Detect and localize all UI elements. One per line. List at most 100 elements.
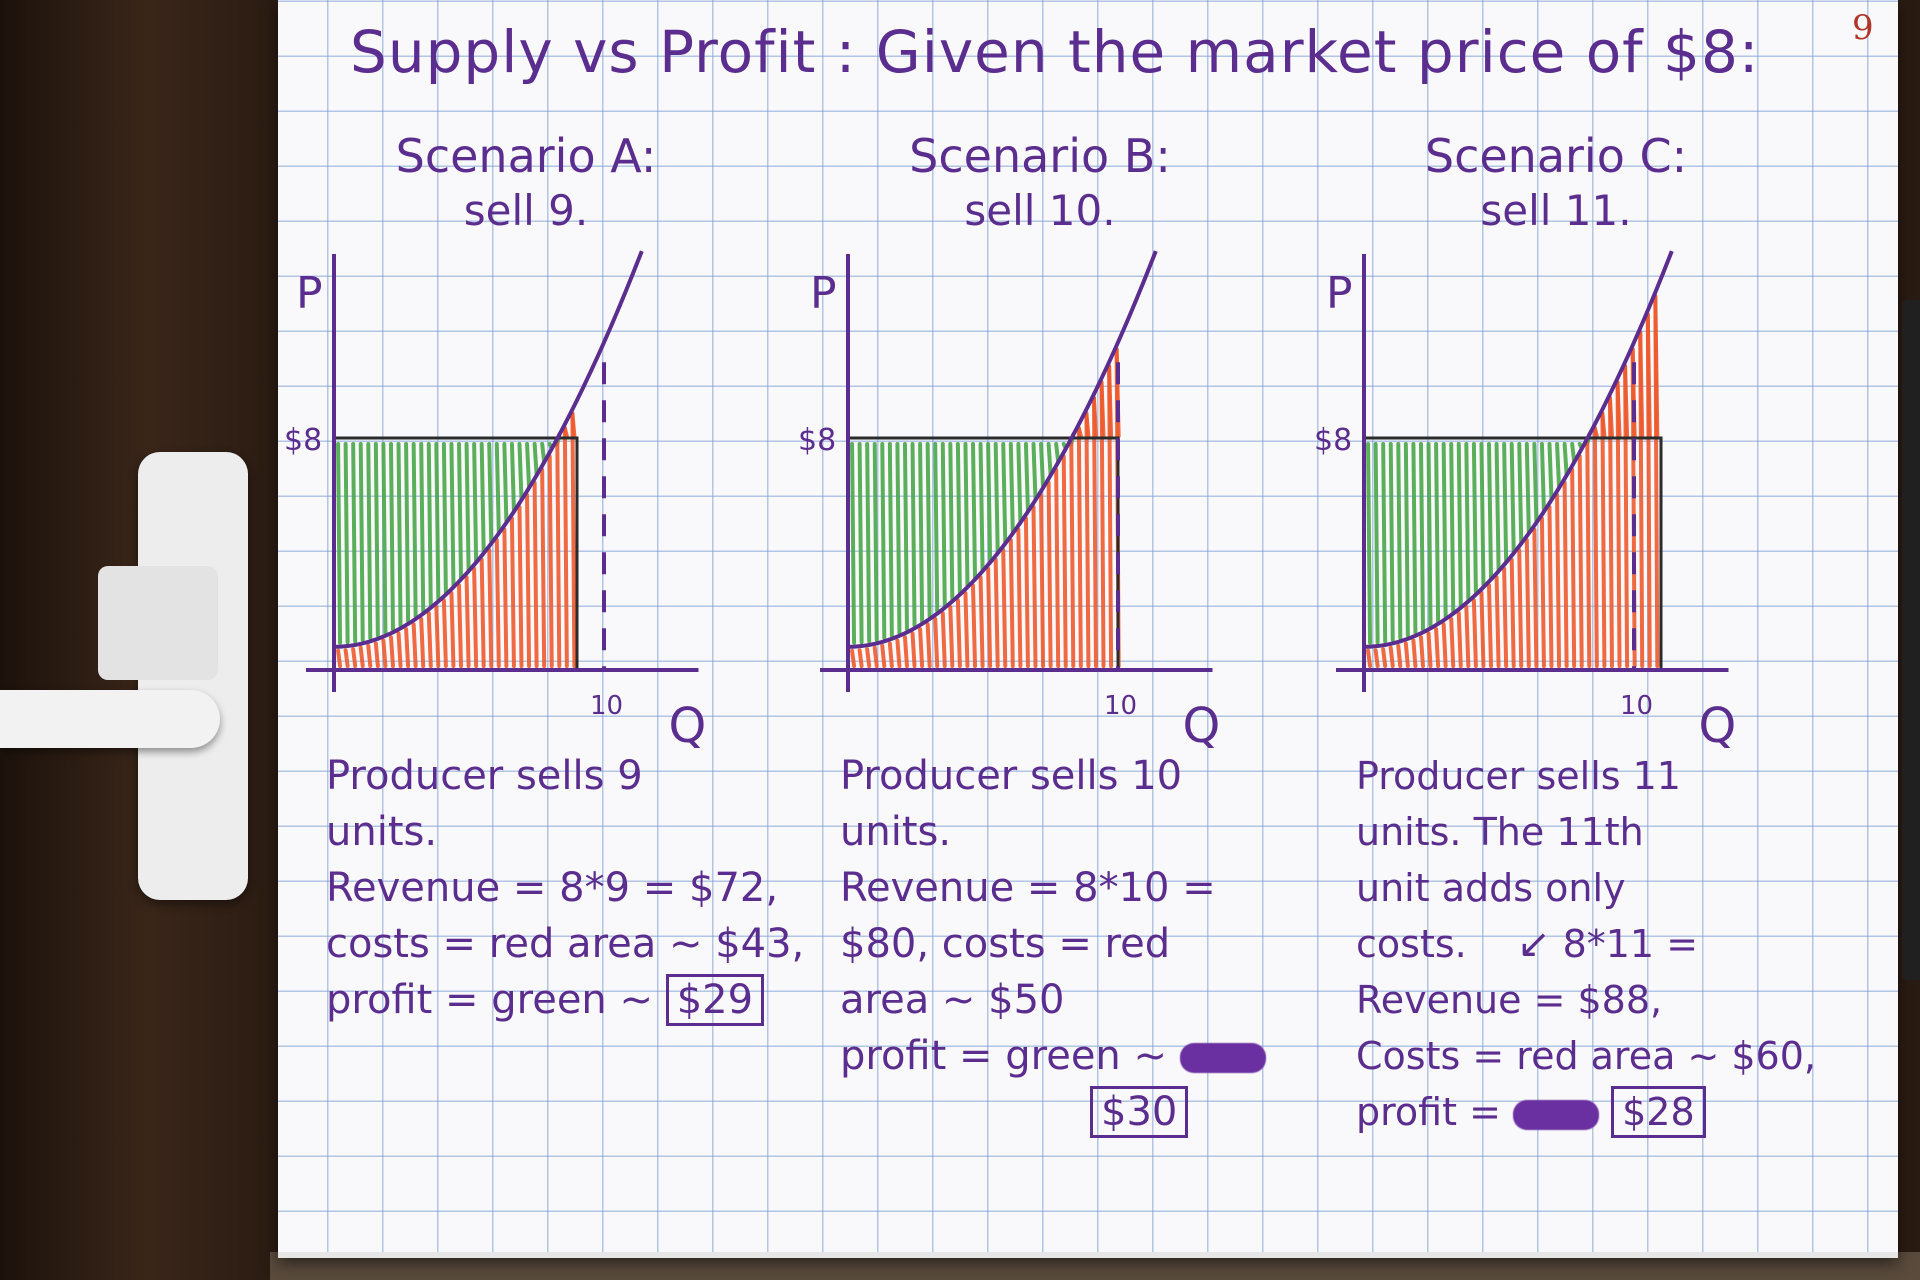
cost-hatch — [1517, 548, 1524, 668]
cost-hatch — [494, 538, 501, 668]
cost-hatch — [1046, 480, 1053, 668]
profit-hatch — [1524, 442, 1531, 535]
q-tick-label: 10 — [1104, 691, 1137, 721]
profit-hatch — [373, 442, 380, 638]
cost-hatch — [1532, 527, 1539, 668]
scenario-b-profit-value: $30 — [1090, 1086, 1189, 1138]
cost-hatch — [1001, 548, 1008, 668]
cost-hatch — [1084, 411, 1091, 668]
profit-hatch — [850, 442, 857, 645]
scenario-b-note-2: units. — [840, 809, 952, 855]
profit-hatch — [963, 442, 970, 588]
extra-cost-hatch — [1107, 364, 1114, 438]
cost-hatch — [434, 605, 441, 668]
profit-hatch — [925, 442, 932, 619]
profit-hatch — [532, 442, 539, 477]
cost-hatch — [1479, 591, 1486, 668]
profit-hatch — [1031, 442, 1038, 502]
cost-hatch — [509, 516, 516, 668]
cost-hatch — [857, 648, 864, 668]
cost-hatch — [850, 648, 857, 668]
cost-hatch — [502, 527, 509, 668]
profit-hatch — [1046, 442, 1053, 477]
cost-hatch — [1418, 635, 1425, 668]
profit-hatch — [426, 442, 433, 608]
extra-cost-hatch — [1623, 364, 1630, 438]
scenario-c-profit-label: profit = — [1356, 1090, 1501, 1134]
profit-hatch — [955, 442, 962, 595]
profit-hatch — [1464, 442, 1471, 602]
profit-hatch — [366, 442, 373, 640]
scenario-a-note-4: costs = red area ~ $43, — [326, 921, 805, 967]
cost-hatch — [1592, 426, 1599, 668]
q-tick-label: 10 — [1620, 691, 1653, 721]
cost-hatch — [1411, 638, 1418, 668]
cost-hatch — [343, 648, 350, 668]
profit-hatch — [1532, 442, 1539, 524]
page-number: 9 — [1852, 8, 1874, 48]
cost-hatch — [1039, 493, 1046, 668]
scenario-a-note-3: Revenue = 8*9 = $72, — [326, 865, 779, 911]
cost-hatch — [1471, 598, 1478, 668]
cost-hatch — [902, 635, 909, 668]
profit-hatch — [1509, 442, 1516, 554]
profit-hatch — [479, 442, 486, 554]
cost-hatch — [570, 411, 577, 668]
extra-cost-hatch — [1600, 411, 1607, 438]
cost-hatch — [978, 575, 985, 668]
scenario-b-note-6: profit = green ~ — [840, 1028, 1310, 1084]
cost-hatch — [1547, 505, 1554, 668]
profit-hatch — [381, 442, 388, 635]
profit-hatch — [940, 442, 947, 608]
cost-hatch — [464, 575, 471, 668]
cost-hatch — [880, 643, 887, 668]
profit-hatch — [457, 442, 464, 580]
cost-hatch — [971, 583, 978, 668]
scenario-c-calc-note: 8*11 = — [1562, 922, 1699, 966]
cost-hatch — [517, 505, 524, 668]
cost-hatch — [358, 645, 365, 668]
profit-hatch — [464, 442, 471, 572]
cost-hatch — [547, 454, 554, 668]
cost-hatch — [1562, 480, 1569, 668]
scenario-c-note-4: costs. ↙ 8*11 = — [1356, 916, 1826, 972]
profit-hatch — [1388, 442, 1395, 642]
cost-hatch — [963, 591, 970, 668]
cost-hatch — [933, 617, 940, 668]
cost-hatch — [1388, 645, 1395, 668]
cost-hatch — [396, 631, 403, 668]
scenario-b-notes: Producer sells 10 units. Revenue = 8*10 … — [840, 748, 1310, 1140]
profit-hatch — [525, 442, 532, 490]
profit-hatch — [986, 442, 993, 563]
profit-hatch — [396, 442, 403, 628]
scenario-c-costs-word: costs. — [1356, 922, 1467, 966]
profit-hatch — [517, 442, 524, 502]
extra-cost-hatch — [1638, 330, 1645, 438]
profit-hatch — [865, 442, 872, 644]
profit-hatch — [487, 442, 494, 545]
scenario-c-note-7: profit = $28 — [1356, 1084, 1826, 1140]
profit-hatch — [1471, 442, 1478, 595]
cost-hatch — [1441, 622, 1448, 668]
supply-curve — [1364, 250, 1674, 649]
profit-hatch — [1539, 442, 1546, 513]
price-tick-label: $8 — [800, 423, 836, 458]
scenario-c-note-5: Revenue = $88, — [1356, 978, 1663, 1022]
profit-hatch — [509, 442, 516, 513]
scenario-b-subtitle: sell 10. — [964, 186, 1116, 235]
profit-hatch — [1487, 442, 1494, 580]
profit-hatch — [1403, 442, 1410, 638]
cost-hatch — [336, 648, 343, 668]
cost-hatch — [487, 548, 494, 668]
cost-hatch — [948, 605, 955, 668]
cost-hatch — [366, 643, 373, 668]
scenario-c-note-1: Producer sells 11 — [1356, 754, 1681, 798]
profit-hatch — [434, 442, 441, 602]
cost-hatch — [1061, 454, 1068, 668]
supply-curve — [848, 250, 1158, 649]
scenario-a-note-5: profit = green ~ $29 — [326, 972, 796, 1028]
cost-hatch — [1464, 605, 1471, 668]
cost-hatch — [1403, 641, 1410, 668]
profit-hatch — [449, 442, 456, 588]
scenario-b-profit-label: profit = green ~ — [840, 1033, 1168, 1079]
